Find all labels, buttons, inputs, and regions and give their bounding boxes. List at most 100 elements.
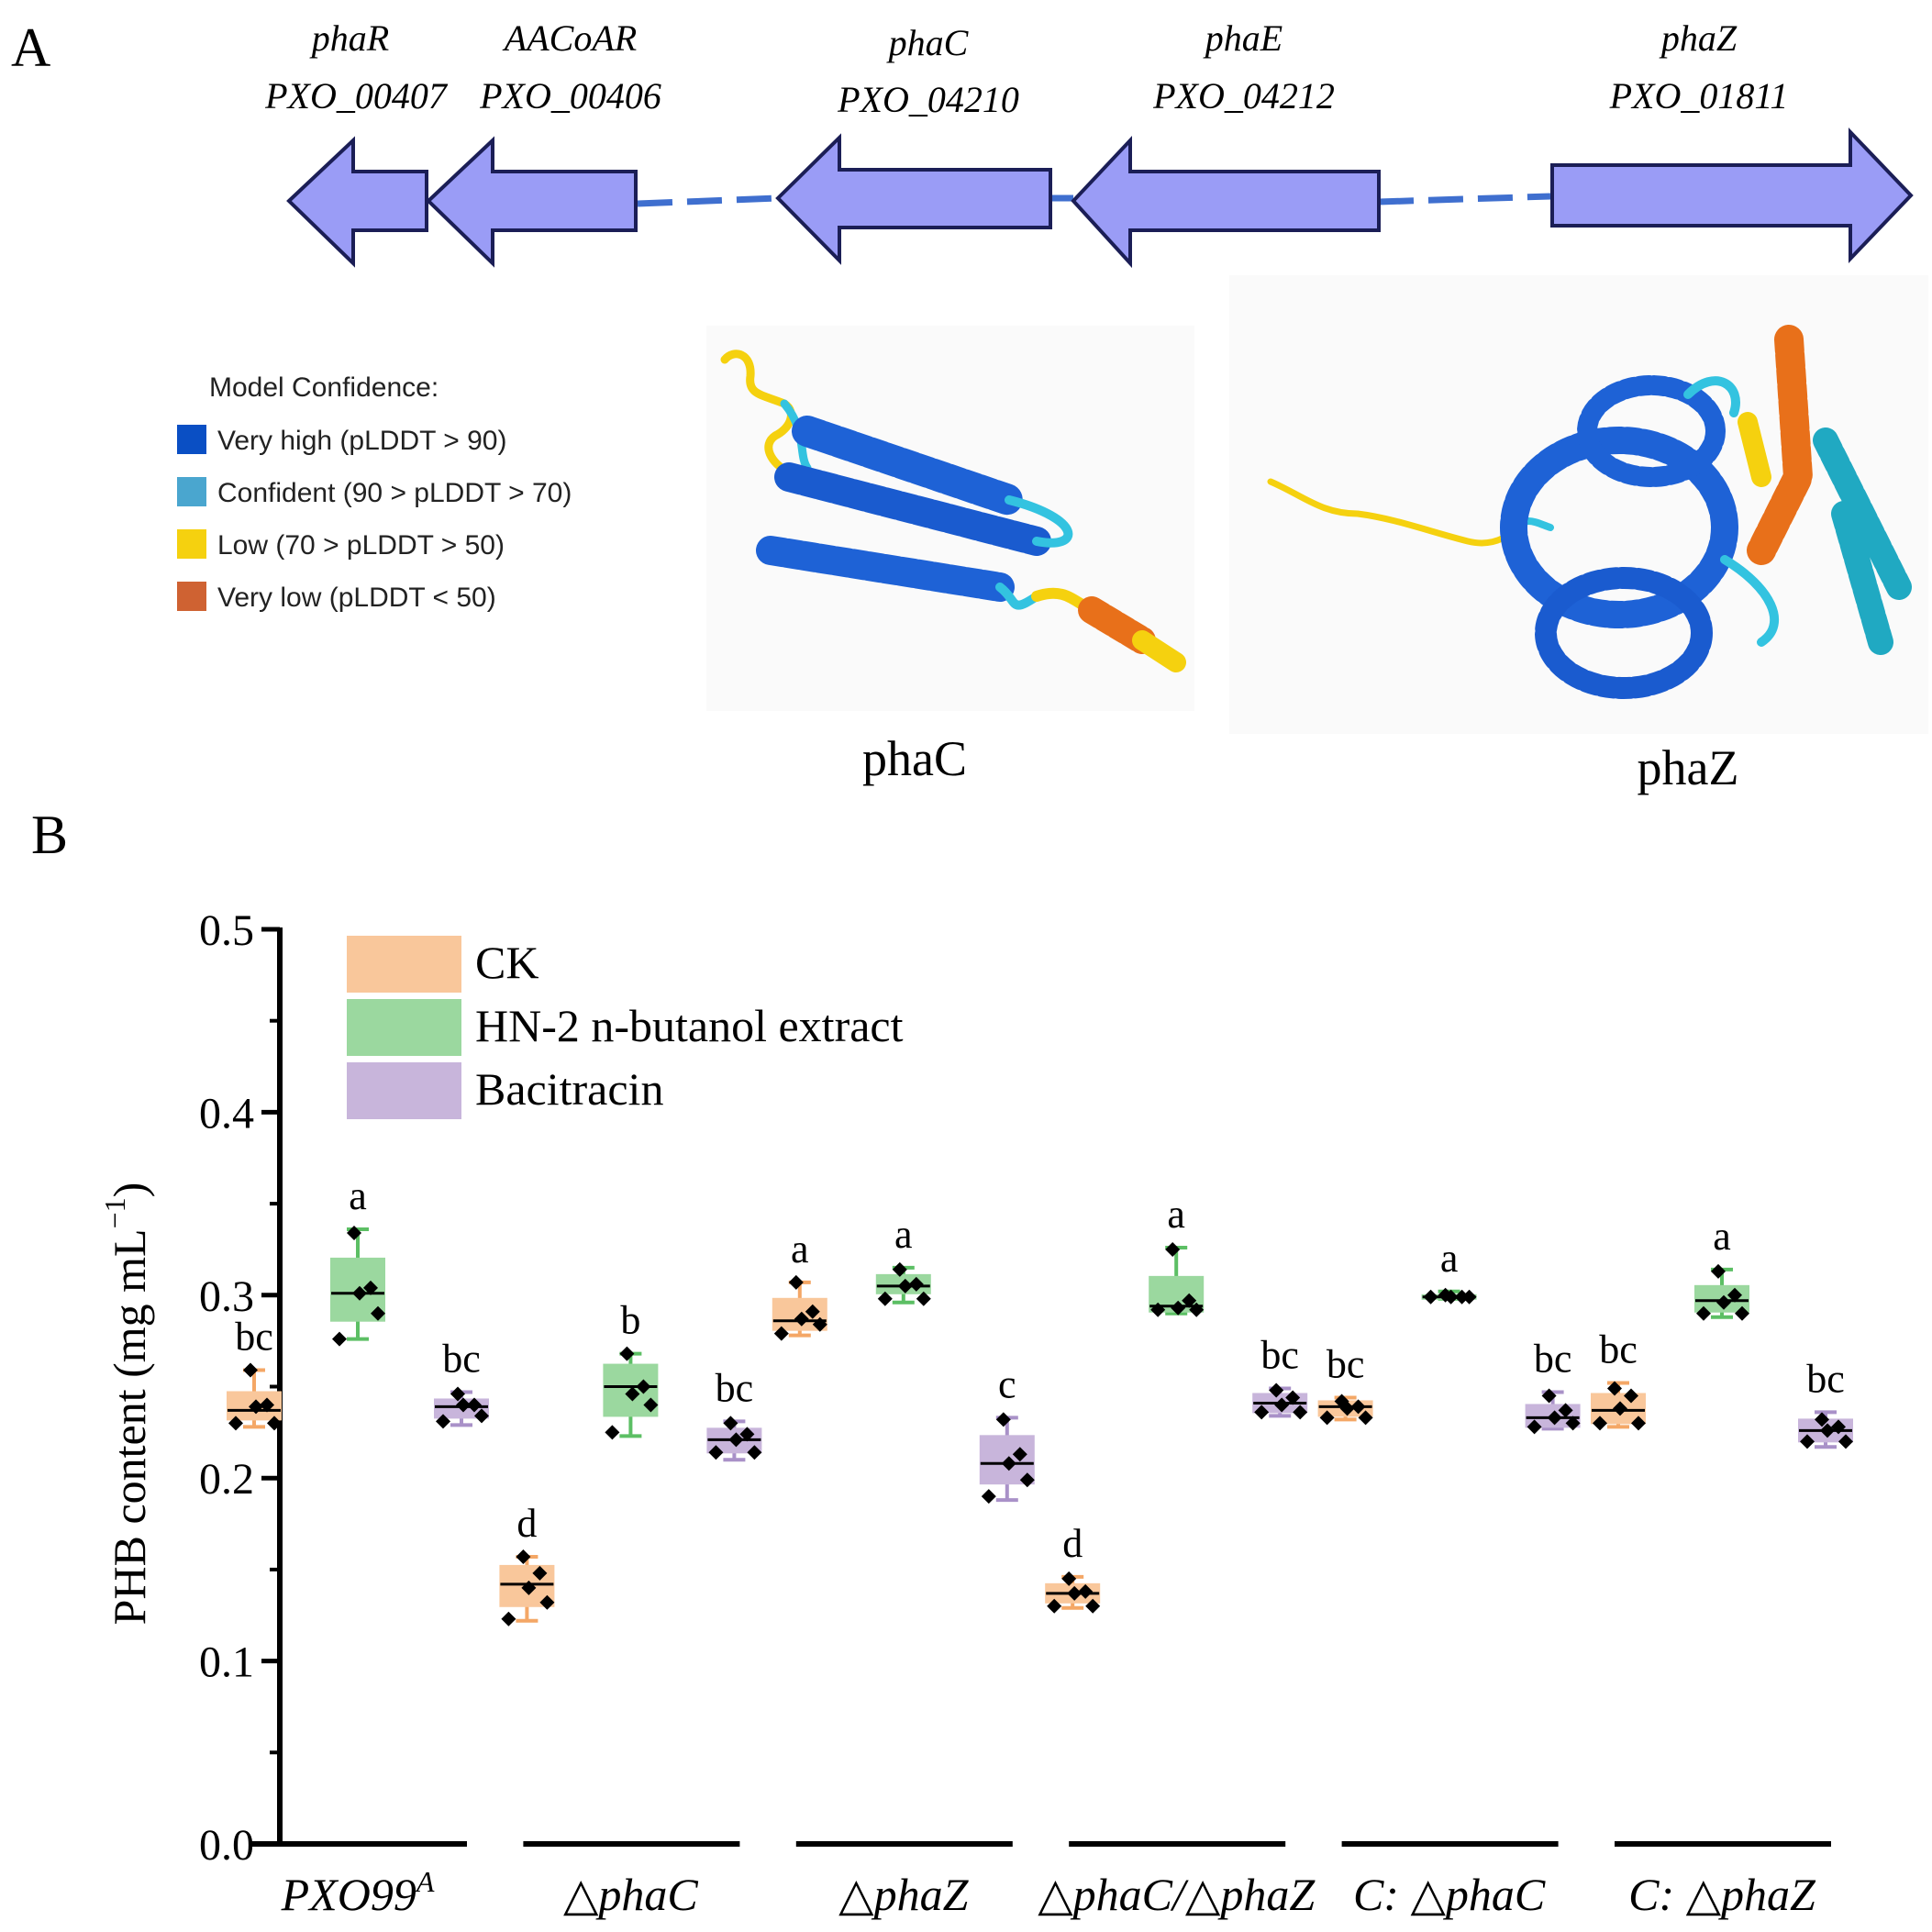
- panel-a-label: A: [11, 17, 50, 78]
- group-label: C: △phaC: [1353, 1869, 1546, 1920]
- data-point: [636, 1379, 651, 1394]
- significance-letter: a: [1167, 1192, 1185, 1237]
- data-point: [450, 1386, 465, 1402]
- structure-phaZ: phaZ: [1229, 275, 1928, 795]
- data-point: [1319, 1410, 1335, 1426]
- data-point: [1831, 1419, 1846, 1435]
- data-point: [892, 1261, 907, 1277]
- data-point: [1165, 1241, 1181, 1257]
- gene-name-aacoar: AACoAR: [502, 17, 637, 59]
- data-point: [1047, 1598, 1062, 1614]
- significance-letter: bc: [1327, 1341, 1365, 1386]
- data-point: [1565, 1416, 1581, 1431]
- connector-phaE-phaZ: [1378, 193, 1551, 205]
- legend-label-ck: CK: [475, 937, 539, 988]
- data-point: [812, 1316, 827, 1332]
- y-tick-label: 0.5: [199, 906, 254, 955]
- phaZ-helix-low: [1738, 412, 1771, 487]
- y-tick-label: 0.0: [199, 1821, 254, 1870]
- confidence-label-confident: Confident (90 > pLDDT > 70): [217, 478, 572, 508]
- data-point: [625, 1386, 640, 1402]
- significance-letter: a: [1440, 1236, 1459, 1281]
- structure-phaC: phaC: [706, 326, 1194, 786]
- phaZ-loops-confident: [1683, 376, 1780, 647]
- gene-arrow-aacoar: [426, 136, 638, 268]
- confidence-swatch-low: [177, 529, 206, 559]
- structure-phaZ-background: [1229, 275, 1928, 734]
- data-point: [436, 1414, 450, 1429]
- data-point: [243, 1362, 258, 1378]
- data-point: [1711, 1263, 1726, 1279]
- data-point: [474, 1408, 489, 1424]
- structure-phaC-label: phaC: [862, 731, 967, 786]
- phaZ-helix-confident: [1813, 427, 1912, 655]
- confidence-swatch-very-high: [177, 425, 206, 454]
- gene-locus-phaZ: PXO_01811: [1609, 75, 1789, 117]
- data-point: [1067, 1585, 1083, 1601]
- gene-locus-aacoar: PXO_00406: [479, 75, 661, 117]
- significance-letter: bc: [442, 1336, 481, 1381]
- gene-locus-phaE: PXO_04212: [1152, 75, 1335, 117]
- data-point: [1358, 1410, 1373, 1426]
- group-label: △phaZ: [838, 1869, 969, 1920]
- confidence-swatch-confident: [177, 477, 206, 506]
- data-point: [1838, 1434, 1853, 1449]
- significance-letter: d: [516, 1501, 537, 1546]
- phaZ-helix-very-low: [1747, 325, 1814, 565]
- phaZ-core-3: [1577, 375, 1726, 487]
- gene-arrow-phaE: [1071, 135, 1381, 269]
- y-axis-title: PHB content (mg mL−1): [98, 1183, 155, 1626]
- data-point: [605, 1425, 620, 1440]
- data-point: [1171, 1300, 1186, 1316]
- data-point: [1269, 1382, 1284, 1398]
- data-point: [1607, 1381, 1622, 1396]
- significance-letter: bc: [235, 1315, 273, 1360]
- data-point: [1189, 1302, 1205, 1317]
- data-point: [897, 1278, 913, 1294]
- data-point: [539, 1594, 555, 1610]
- structure-phaZ-label: phaZ: [1638, 740, 1739, 795]
- data-point: [1613, 1401, 1627, 1416]
- significance-letter: c: [998, 1361, 1016, 1406]
- data-point: [1443, 1289, 1459, 1305]
- confidence-legend-title: Model Confidence:: [209, 372, 439, 403]
- significance-letter: a: [349, 1173, 367, 1218]
- data-point: [1727, 1287, 1742, 1303]
- group-label: C: △phaZ: [1628, 1869, 1816, 1920]
- gene-locus-phaR: PXO_00407: [264, 75, 449, 117]
- data-point: [1182, 1293, 1197, 1308]
- legend-label-bacitracin: Bacitracin: [475, 1063, 663, 1115]
- data-point: [467, 1397, 482, 1413]
- gene-arrows: [286, 128, 1914, 269]
- data-point: [1339, 1401, 1355, 1416]
- data-point: [1461, 1289, 1477, 1305]
- data-point: [619, 1346, 635, 1361]
- data-point: [1285, 1390, 1301, 1405]
- data-point: [794, 1311, 809, 1327]
- data-point: [1593, 1416, 1607, 1431]
- gene-arrow-phaR: [286, 136, 428, 268]
- legend: CK HN-2 n-butanol extract Bacitracin: [347, 936, 904, 1119]
- legend-swatch-bacitracin: [347, 1062, 461, 1119]
- data-point: [371, 1305, 385, 1321]
- phaZ-core-1: [1500, 427, 1738, 628]
- confidence-label-low: Low (70 > pLDDT > 50): [217, 530, 505, 561]
- phaC-turn: [995, 495, 1073, 610]
- data-point: [1019, 1472, 1035, 1488]
- legend-swatch-ck: [347, 936, 461, 993]
- significance-letter: a: [894, 1212, 913, 1257]
- data-point: [1527, 1419, 1542, 1435]
- data-point: [788, 1274, 804, 1290]
- gene-name-phaZ: phaZ: [1659, 17, 1738, 59]
- phaC-tail-end: [1132, 630, 1186, 672]
- data-point: [916, 1291, 931, 1306]
- data-point: [805, 1304, 820, 1319]
- data-point: [521, 1580, 537, 1595]
- gene-arrow-phaZ: [1550, 128, 1914, 263]
- data-point: [228, 1416, 243, 1431]
- data-point: [1696, 1305, 1711, 1321]
- connector-aacoar-phaC: [637, 194, 779, 207]
- significance-letter: bc: [1260, 1332, 1299, 1377]
- data-point: [1800, 1434, 1815, 1449]
